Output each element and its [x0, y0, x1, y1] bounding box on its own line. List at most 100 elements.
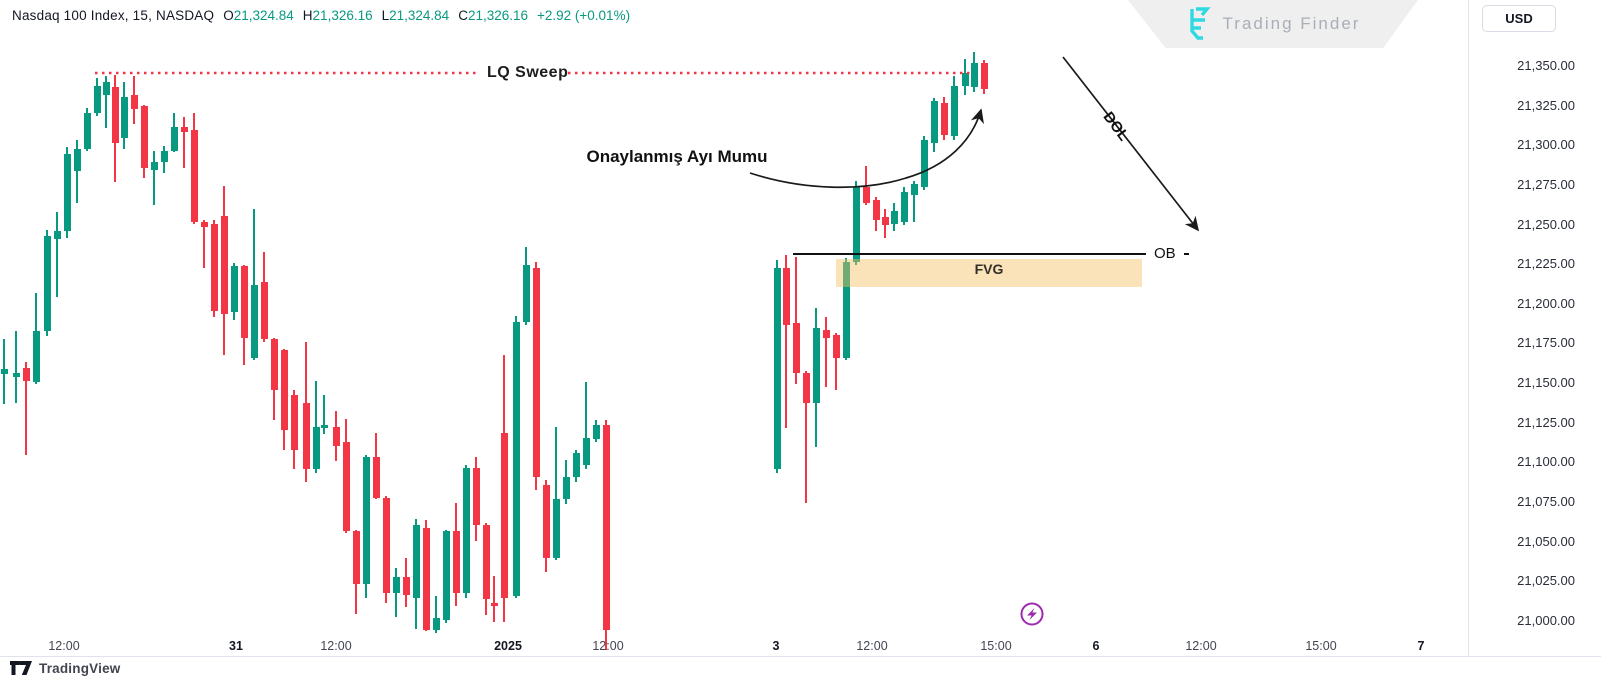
candle-body [250, 285, 258, 359]
candle-body [12, 372, 20, 378]
price-tick-label: 21,350.00 [1517, 58, 1575, 73]
candle-body [93, 85, 101, 113]
candle-body [332, 426, 340, 446]
candle-wick [25, 361, 27, 456]
candle-wick [56, 212, 58, 297]
candle-body [842, 261, 850, 359]
candle-body [462, 467, 470, 594]
candle-body [542, 485, 550, 559]
candle-body [302, 402, 310, 470]
candle-body [280, 350, 288, 430]
candle-body [43, 236, 51, 332]
open-value: 21,324.84 [233, 8, 294, 23]
candle-wick [323, 394, 325, 435]
high-value: 21,326.16 [312, 8, 373, 23]
candle-body [773, 267, 781, 470]
candle-body [582, 437, 590, 465]
candle-body [180, 126, 188, 132]
time-tick-label: 31 [229, 639, 243, 653]
candle-body [412, 524, 420, 598]
trading-finder-logo-icon [1189, 7, 1211, 40]
candle-body [130, 95, 138, 110]
candle-body [442, 531, 450, 620]
candle-body [562, 477, 570, 500]
candle-body [881, 217, 889, 226]
candle-wick [435, 596, 437, 633]
candle-body [160, 150, 168, 162]
candle-body [961, 72, 969, 86]
candle-body [150, 161, 158, 170]
candle-wick [585, 382, 587, 470]
candle-body [602, 424, 610, 630]
candle-body [500, 432, 508, 598]
candle-wick [825, 317, 827, 387]
open-label: O [223, 8, 234, 23]
lq-sweep-label: LQ Sweep [487, 64, 569, 81]
candle-body [200, 221, 208, 227]
price-tick-label: 21,075.00 [1517, 494, 1575, 510]
candle-body [910, 183, 918, 196]
candle-body [0, 369, 8, 375]
candle-body [83, 112, 91, 150]
candle-wick [835, 332, 837, 391]
candle-wick [15, 331, 17, 403]
currency-usd-button[interactable]: USD [1482, 5, 1556, 32]
candle-body [920, 139, 928, 188]
high-label: H [302, 8, 313, 23]
price-tick-label: 21,150.00 [1517, 375, 1575, 391]
candle-wick [153, 150, 155, 205]
symbol-header: Nasdaq 100 Index, 15, NASDAQ O21,324.84 H2… [12, 8, 630, 23]
candle-body [472, 467, 480, 525]
low-value: 21,324.84 [389, 8, 450, 23]
candle-body [592, 424, 600, 440]
candle-body [210, 223, 218, 311]
tradingview-logo-icon [10, 661, 32, 675]
candle-wick [913, 180, 915, 222]
time-tick-label: 2025 [494, 639, 522, 653]
candle-body [572, 453, 580, 478]
time-axis-separator [0, 656, 1601, 657]
price-tick-label: 21,250.00 [1517, 216, 1575, 232]
trading-finder-wordmark: Trading Finder [1222, 14, 1361, 33]
candle-body [802, 372, 810, 403]
price-tick-label: 21,125.00 [1517, 414, 1575, 430]
candle-body [900, 191, 908, 222]
time-tick-label: 7 [1417, 639, 1425, 653]
candle-body [432, 618, 440, 630]
time-tick-label: 6 [1092, 639, 1100, 653]
candle-wick [253, 209, 255, 360]
candle-body [240, 266, 248, 338]
candle-body [140, 106, 148, 169]
candle-body [32, 331, 40, 383]
candle-body [102, 82, 110, 96]
price-axis-separator [1468, 0, 1469, 656]
time-tick-label: 12:00 [1185, 639, 1217, 653]
candle-body [320, 424, 328, 429]
candle-body [190, 130, 198, 222]
candle-body [312, 426, 320, 470]
tradingview-attribution[interactable]: TradingView [10, 660, 120, 676]
price-tick-label: 21,225.00 [1517, 256, 1575, 272]
fvg-label: FVG [974, 261, 1004, 277]
candle-body [822, 329, 830, 338]
candle-body [792, 323, 800, 373]
candle-body [372, 456, 380, 498]
candle-body [890, 210, 898, 224]
price-tick-label: 21,000.00 [1517, 612, 1575, 628]
candle-body [120, 96, 128, 138]
candle-body [342, 442, 350, 532]
price-tick-label: 21,175.00 [1517, 335, 1575, 351]
candle-body [382, 497, 390, 594]
candle-body [940, 103, 948, 135]
candle-body [53, 231, 61, 240]
candle-body [950, 85, 958, 137]
symbol-title[interactable]: Nasdaq 100 Index, 15, NASDAQ [12, 8, 215, 23]
time-tick-label: 12:00 [592, 639, 624, 653]
price-tick-label: 21,100.00 [1517, 454, 1575, 470]
candle-body [402, 577, 410, 595]
candle-wick [805, 371, 807, 503]
candle-body [63, 153, 71, 232]
candle-body [852, 187, 860, 262]
candle-wick [795, 256, 797, 384]
low-label: L [381, 8, 390, 23]
